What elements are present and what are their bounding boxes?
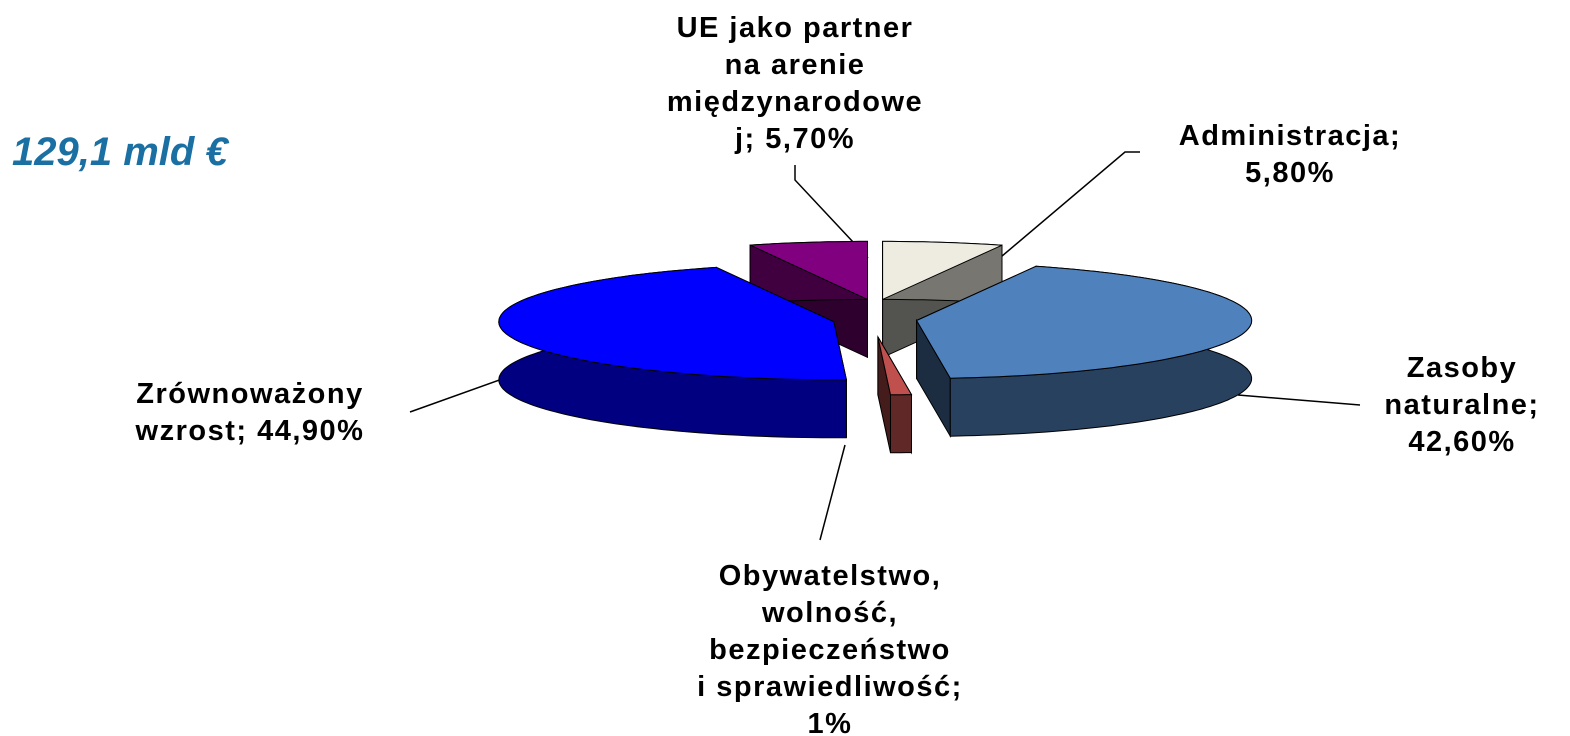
leader-line (819, 444, 846, 541)
slice-top (749, 240, 868, 301)
slice-top (915, 265, 1253, 379)
chart-title: 129,1 mld € (12, 130, 228, 174)
slice (877, 335, 913, 455)
data-label: Obywatelstwo, wolność, bezpieczeństwo i … (697, 560, 963, 736)
slice (915, 265, 1253, 439)
data-label: Zrównoważony wzrost; 44,90% (135, 378, 365, 447)
slice-top (877, 336, 913, 396)
leader-line (994, 151, 1140, 263)
data-label: Zasoby naturalne; 42,60% (1384, 352, 1540, 458)
slice (749, 240, 868, 359)
leader-line (409, 377, 506, 413)
data-label: Administracja; 5,80% (1178, 120, 1402, 189)
slice (882, 240, 1003, 359)
leader-line (794, 165, 869, 259)
slice-rim (890, 394, 912, 454)
slice (498, 266, 848, 439)
data-label: UE jako partner na arenie międzynarodowe… (666, 12, 924, 155)
leader-line (1237, 394, 1361, 406)
slice-top (498, 266, 848, 381)
slice-top (882, 240, 1003, 301)
